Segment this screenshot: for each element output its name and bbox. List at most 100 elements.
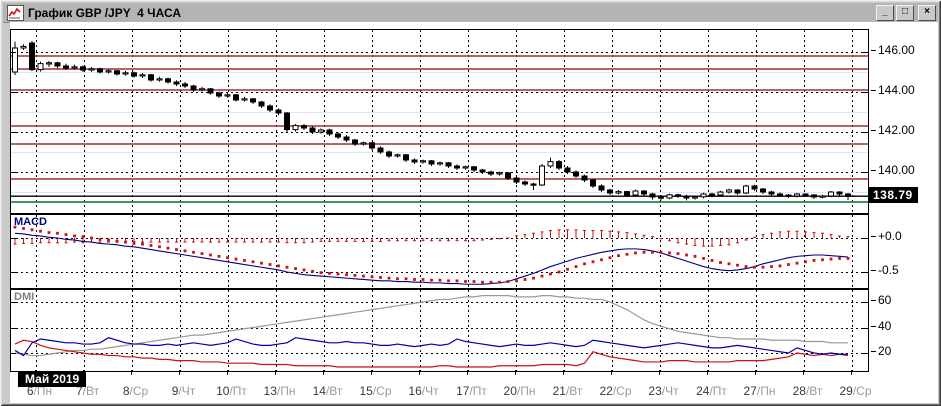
- signal-dot: [821, 258, 824, 262]
- candle-body: [462, 166, 469, 169]
- signal-dot: [404, 277, 408, 281]
- signal-dot: [124, 240, 127, 244]
- candle-body: [641, 190, 647, 195]
- candle-body: [683, 195, 690, 199]
- candle-body: [522, 181, 528, 185]
- price-chart-panel[interactable]: [10, 29, 869, 214]
- candle-body: [743, 185, 749, 194]
- candle-body: [598, 185, 605, 191]
- candle-body: [607, 189, 613, 194]
- candle-body: [692, 196, 698, 199]
- signal-dot: [438, 278, 442, 282]
- candle-body: [547, 161, 554, 167]
- candle-body: [173, 81, 180, 85]
- candle-body: [403, 154, 409, 161]
- candle-body: [199, 88, 205, 91]
- candle-body: [615, 191, 622, 194]
- candle-body: [156, 78, 163, 81]
- candle-body: [326, 129, 333, 135]
- signal-dot: [345, 273, 348, 277]
- signal-dot: [761, 265, 765, 269]
- dmi-panel[interactable]: DMI: [10, 289, 869, 372]
- signal-dot: [727, 262, 731, 266]
- candle-body: [352, 139, 358, 145]
- date-axis: 6/Пн 7/Вт 8/Ср 9/Чт 10/Пт 13/Пн 14/Вт 15/Ср 16/Ч…: [10, 370, 880, 402]
- signal-dot: [90, 236, 93, 240]
- candle-body: [267, 105, 273, 111]
- minimize-button[interactable]: _: [876, 4, 894, 21]
- candle-body: [343, 136, 350, 141]
- close-button[interactable]: ×: [918, 4, 936, 21]
- candle-body: [114, 70, 120, 75]
- signal-dot: [846, 257, 850, 260]
- dmi-axis-label: 20: [870, 344, 892, 358]
- signal-dot: [829, 257, 833, 261]
- signal-dot: [685, 253, 688, 257]
- date-label: 28/Вт: [792, 384, 823, 398]
- price-axis-label: 140.00: [871, 163, 915, 177]
- title-bar[interactable]: График GBP /JPY 4 ЧАСА _ □ ×: [3, 3, 938, 23]
- signal-dot: [158, 245, 161, 249]
- signal-dot: [47, 231, 51, 234]
- signal-dot: [532, 276, 535, 280]
- candle-body: [122, 72, 129, 75]
- candle-body: [241, 98, 248, 101]
- signal-dot: [736, 263, 739, 267]
- signal-dot: [183, 249, 187, 253]
- signal-dot: [795, 261, 799, 265]
- signal-dot: [787, 263, 790, 266]
- candle-body: [335, 133, 341, 138]
- date-label: 22/Ср: [599, 384, 632, 398]
- signal-dot: [115, 240, 119, 243]
- macd-axis-label: +0.0: [871, 229, 902, 243]
- candle-body: [411, 159, 418, 163]
- signal-dot: [285, 265, 289, 269]
- signal-dot: [217, 254, 221, 258]
- signal-dot: [455, 279, 459, 283]
- signal-dot: [387, 276, 391, 280]
- candle-body: [751, 185, 758, 190]
- candle-body: [785, 194, 792, 197]
- maximize-button[interactable]: □: [896, 4, 914, 21]
- candle-body: [794, 193, 800, 197]
- price-axis-label: 142.00: [871, 123, 915, 137]
- signal-dot: [710, 259, 714, 262]
- signal-dot: [676, 252, 680, 256]
- signal-dot: [234, 257, 238, 261]
- macd-panel[interactable]: MACD: [10, 214, 869, 289]
- candle-body: [802, 193, 809, 196]
- candle-body: [768, 191, 775, 195]
- candle-body: [71, 66, 78, 69]
- candle-body: [131, 72, 137, 77]
- signal-dot: [557, 270, 561, 274]
- candle-body: [190, 85, 197, 91]
- candle-body: [454, 165, 460, 169]
- date-label: 6/Пн: [26, 384, 53, 398]
- candle-body: [318, 129, 324, 133]
- candle-body: [54, 62, 61, 67]
- signal-dot: [753, 265, 756, 269]
- candle-body: [700, 193, 707, 198]
- candle-body: [709, 193, 715, 196]
- candle-body: [666, 194, 673, 199]
- candle-body: [105, 70, 112, 73]
- candle-body: [233, 94, 239, 101]
- signal-dot: [600, 258, 603, 262]
- candle-body: [479, 169, 486, 173]
- signal-dot: [421, 278, 425, 281]
- signal-dot: [464, 280, 467, 283]
- signal-dot: [812, 259, 816, 262]
- signal-dot: [642, 250, 646, 254]
- signal-dot: [13, 225, 17, 229]
- signal-dot: [838, 257, 841, 260]
- candle-body: [12, 47, 18, 73]
- signal-dot: [30, 228, 34, 232]
- date-label: 27/Пн: [743, 384, 776, 398]
- signal-dot: [81, 235, 85, 239]
- candle-body: [20, 45, 27, 49]
- signal-dot: [506, 280, 510, 283]
- candle-body: [224, 94, 231, 97]
- adx-line: [14, 295, 848, 357]
- signal-dot: [311, 269, 314, 273]
- candle-body: [675, 194, 681, 197]
